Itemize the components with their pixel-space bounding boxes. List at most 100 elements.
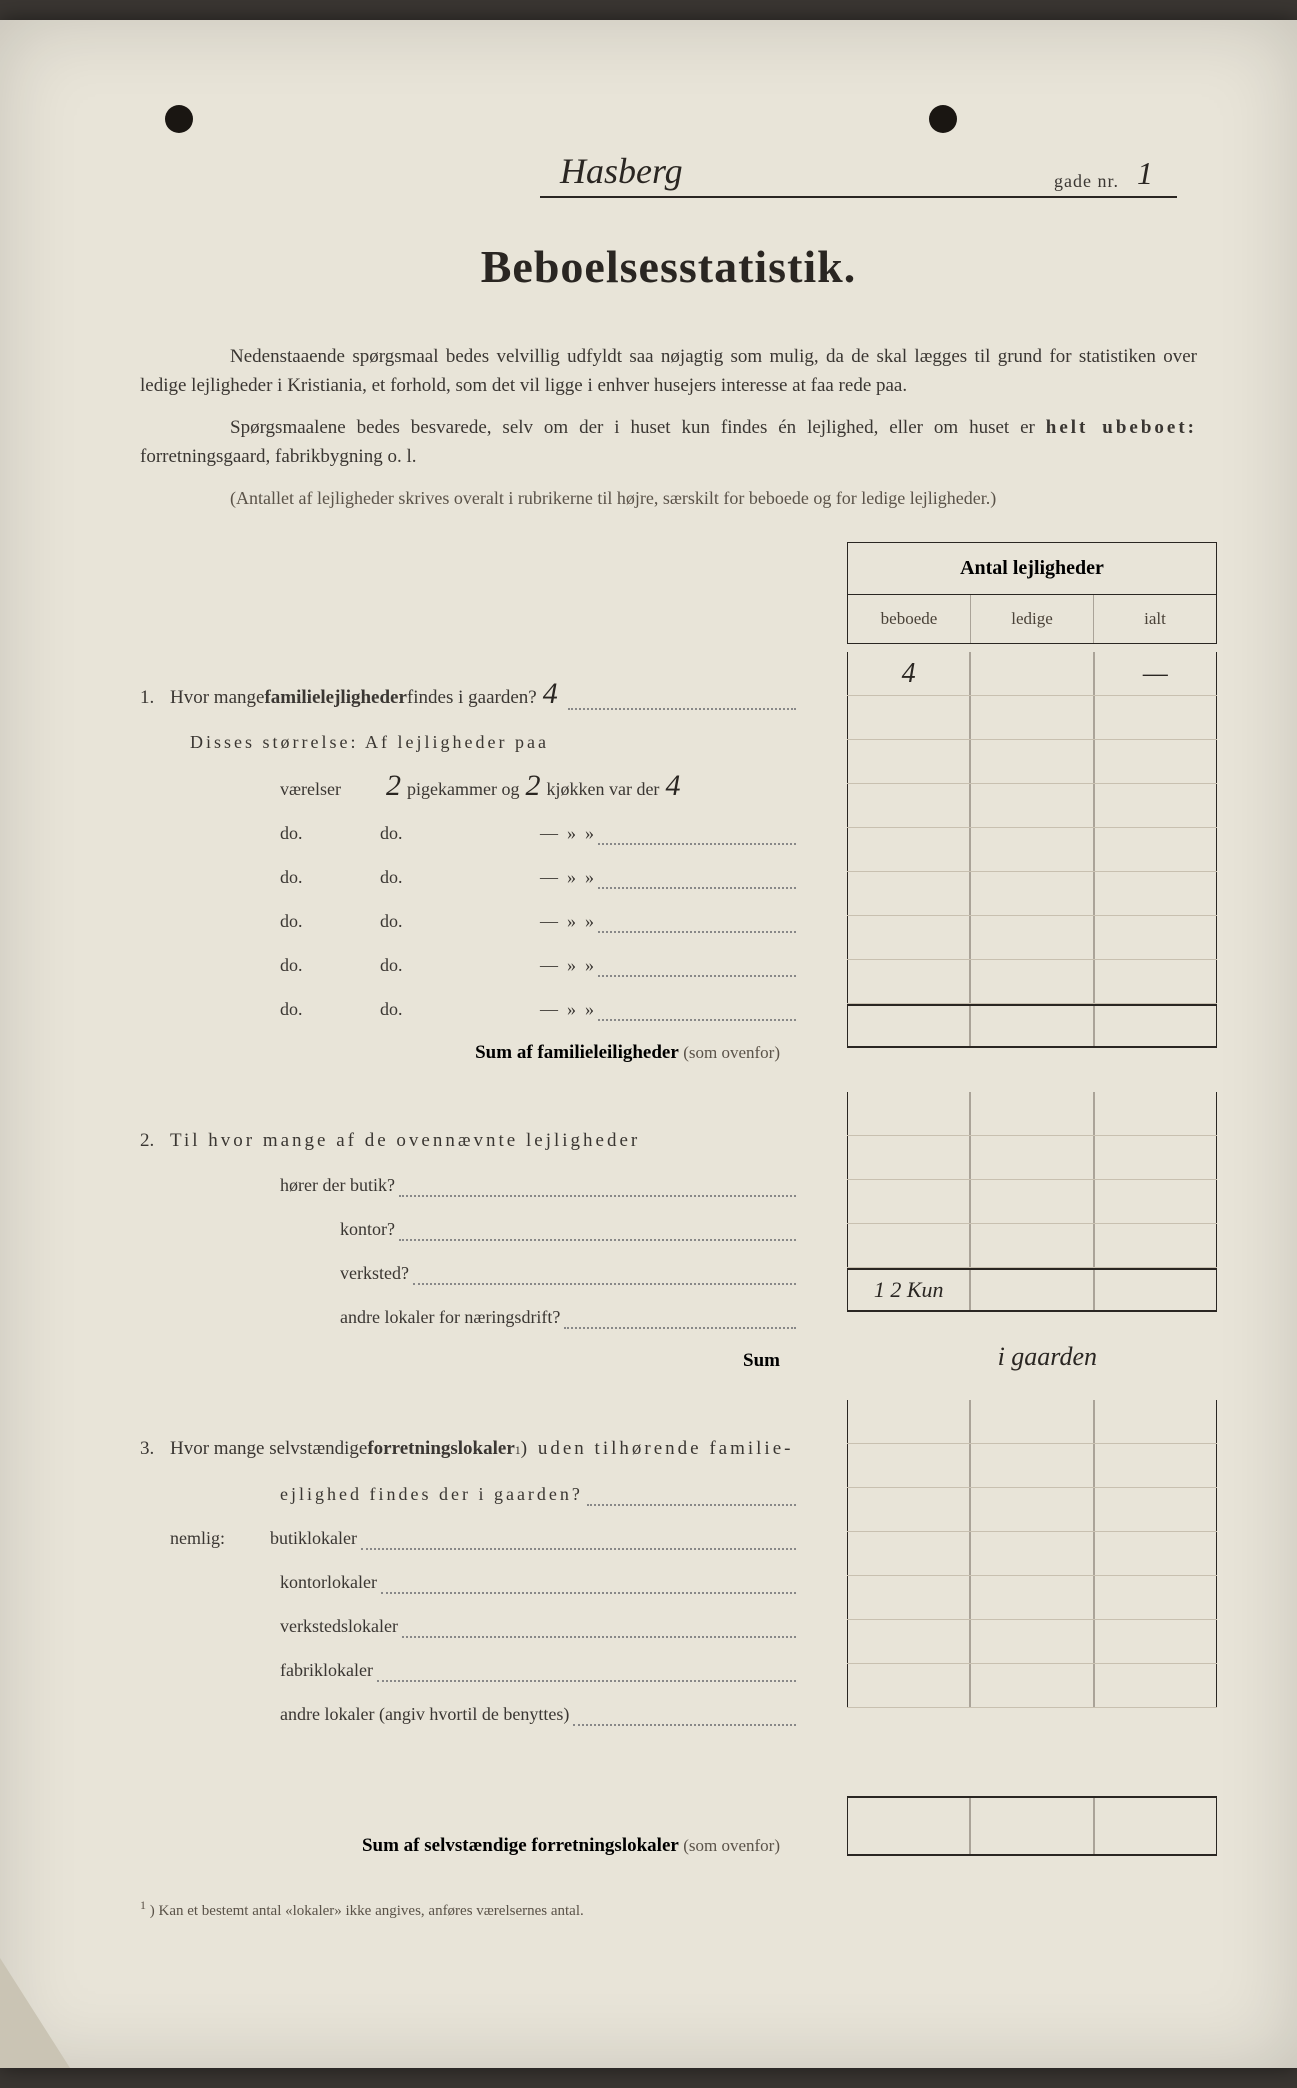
dotted-leader	[573, 1724, 796, 1726]
document-page: Hasberg gade nr. 1 Beboelsesstatistik. N…	[0, 20, 1297, 2068]
q3-text-post: ) uden tilhørende familie-	[521, 1427, 794, 1471]
punch-hole-right	[929, 105, 957, 133]
question-3: 3. Hvor mange selvstændige forretningslo…	[140, 1427, 800, 1472]
q1-row-do: do. do. — » »	[140, 855, 800, 899]
do-label: do.	[280, 811, 380, 855]
dotted-leader	[598, 887, 796, 889]
quote: »	[567, 899, 576, 943]
cell	[970, 1136, 1093, 1179]
cell	[1094, 696, 1217, 739]
dotted-leader	[399, 1195, 796, 1197]
dotted-leader	[568, 708, 796, 710]
q1-number: 1.	[140, 676, 170, 720]
cell	[970, 652, 1093, 695]
cell	[970, 1092, 1093, 1135]
cell	[847, 1224, 970, 1267]
grid-row	[847, 1136, 1217, 1180]
q3-kontor: kontorlokaler	[140, 1560, 800, 1604]
cell	[970, 1664, 1093, 1707]
q1-row-do: do. do. — » »	[140, 943, 800, 987]
grid-row	[847, 1664, 1217, 1708]
cell	[970, 828, 1093, 871]
footnote: 1 ) Kan et bestemt antal «lokaler» ikke …	[140, 1898, 800, 1920]
cell	[1094, 740, 1217, 783]
footnote-mark: 1	[140, 1898, 146, 1912]
cell	[970, 696, 1093, 739]
q1-sum-note: (som ovenfor)	[683, 1043, 780, 1062]
q3-l2: kontorlokaler	[280, 1560, 377, 1604]
q3-sum-line: Sum af selvstændige forretningslokaler (…	[140, 1824, 800, 1868]
q1-row-do: do. do. — » »	[140, 899, 800, 943]
grid-row	[847, 740, 1217, 784]
q3-verksted: verkstedslokaler	[140, 1604, 800, 1648]
q2-kontor: kontor?	[140, 1207, 800, 1251]
question-2: 2. Til hvor mange af de ovennævnte lejli…	[140, 1119, 800, 1163]
gade-label: gade nr.	[1046, 171, 1127, 192]
grid-row	[847, 1224, 1217, 1268]
q1-size-text: Disses størrelse: Af lejligheder paa	[190, 720, 549, 764]
q3-text-pre: Hvor mange selvstændige	[170, 1427, 367, 1471]
grid-row	[847, 784, 1217, 828]
cell	[847, 1180, 970, 1223]
do-label: do.	[280, 987, 380, 1031]
cell	[970, 1270, 1093, 1310]
cell	[847, 1092, 970, 1135]
pige-hw: 2	[519, 764, 546, 808]
do-label: do.	[380, 987, 540, 1031]
cell	[1094, 1400, 1217, 1443]
page-corner-fold	[0, 1958, 70, 2068]
cell	[1094, 784, 1217, 827]
cell	[847, 1488, 970, 1531]
grid-gap	[847, 1708, 1217, 1796]
q2-sum-line: Sum	[140, 1339, 800, 1383]
vaer-label: værelser	[280, 767, 380, 811]
cell	[970, 1444, 1093, 1487]
cell	[847, 828, 970, 871]
q3-nemlig: nemlig:	[170, 1516, 270, 1560]
intro-paragraph-3: (Antallet af lejligheder skrives overalt…	[140, 485, 1197, 512]
do-label: do.	[380, 811, 540, 855]
dotted-leader	[413, 1283, 796, 1285]
punch-hole-left	[165, 105, 193, 133]
dotted-leader	[399, 1239, 796, 1241]
cell	[970, 1620, 1093, 1663]
do-label: do.	[280, 943, 380, 987]
dotted-leader	[381, 1592, 796, 1594]
cell	[1094, 1664, 1217, 1707]
cell	[1094, 1488, 1217, 1531]
cell	[970, 1224, 1093, 1267]
cell	[847, 740, 970, 783]
cell	[970, 1488, 1093, 1531]
cell-q2-sum: 1 2 Kun	[847, 1270, 970, 1310]
q2-line4: andre lokaler for næringsdrift?	[340, 1295, 560, 1339]
cell	[970, 1576, 1093, 1619]
grid-row-sum	[847, 1004, 1217, 1048]
cell	[847, 1664, 970, 1707]
q3-sum-note: (som ovenfor)	[683, 1836, 780, 1855]
dotted-leader	[361, 1548, 796, 1550]
dash: —	[540, 987, 558, 1031]
q3-fabrik: fabriklokaler	[140, 1648, 800, 1692]
cell	[847, 1576, 970, 1619]
q3-andre: andre lokaler (angiv hvortil de benyttes…	[140, 1692, 800, 1736]
q3-l3: verkstedslokaler	[280, 1604, 398, 1648]
q1-text-post: findes i gaarden?	[407, 676, 537, 720]
do-label: do.	[380, 899, 540, 943]
cell-q1-ialt: —	[1094, 652, 1217, 695]
table-header-columns: beboede ledige ialt	[848, 595, 1216, 643]
grid-row	[847, 872, 1217, 916]
questions-block: 1. Hvor mange familielejligheder findes …	[140, 542, 800, 1920]
col-ialt: ialt	[1094, 595, 1216, 643]
dotted-leader	[598, 1019, 796, 1021]
intro-p2-pre: Spørgsmaalene bedes besvarede, selv om d…	[230, 417, 1046, 438]
q2-sum-label: Sum	[743, 1350, 780, 1371]
kjok-hw: 4	[659, 764, 686, 808]
do-label: do.	[280, 899, 380, 943]
grid-row	[847, 1400, 1217, 1444]
grid-row-sum	[847, 1796, 1217, 1856]
q3-line2: ejlighed findes der i gaarden?	[140, 1472, 800, 1516]
quote: »	[567, 987, 576, 1031]
grid-row	[847, 1488, 1217, 1532]
quote: »	[567, 855, 576, 899]
q2-line2: kontor?	[340, 1207, 395, 1251]
